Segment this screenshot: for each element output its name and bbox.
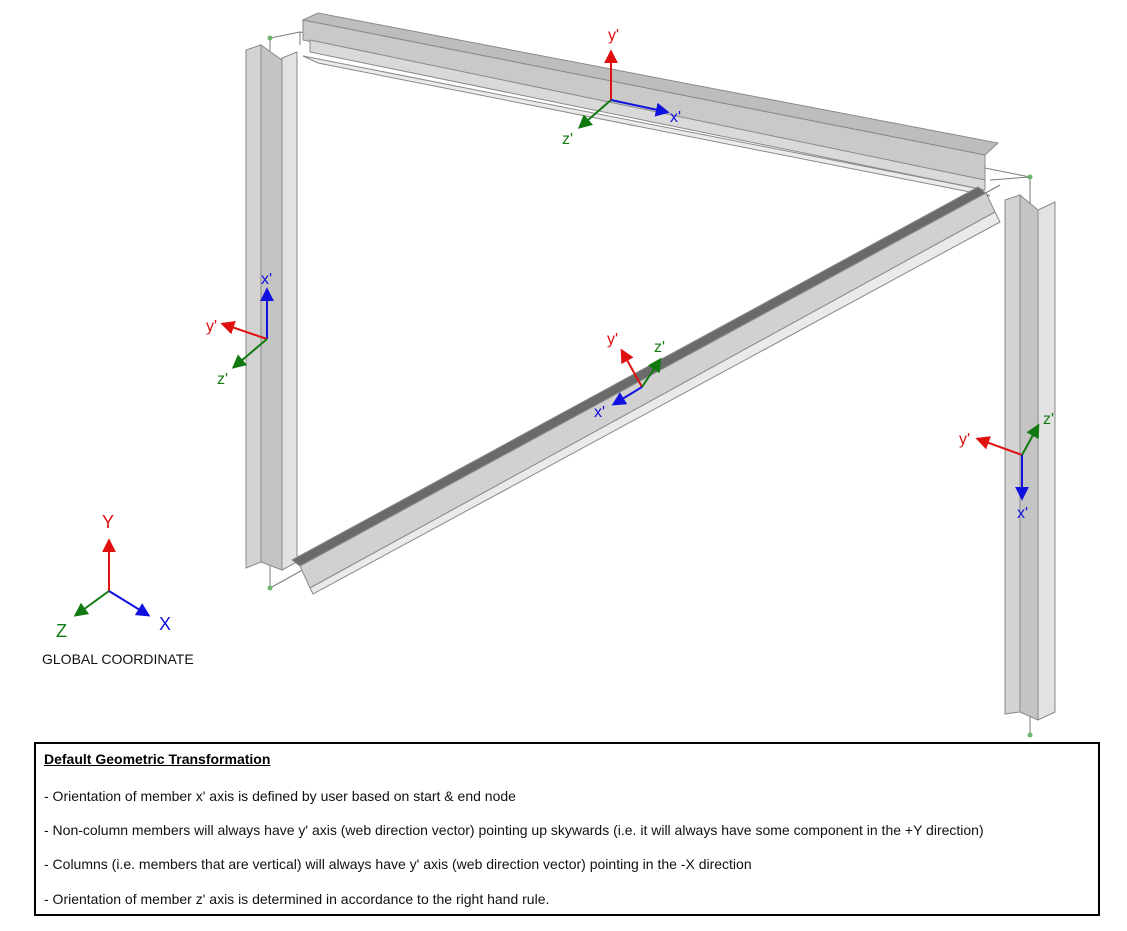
left-column — [245, 44, 298, 571]
left-column-z-label: z' — [217, 371, 228, 388]
transformation-notes-box: Default Geometric Transformation - Orien… — [34, 742, 1100, 916]
global-x-label: X — [159, 614, 171, 634]
diagonal-brace-y-label: y' — [607, 331, 618, 348]
top-beam-local-axes — [577, 49, 670, 129]
note-line-x-axis: - Orientation of member x' axis is defin… — [44, 788, 516, 804]
node-markers — [267, 35, 1033, 738]
structural-model-view: y' x' z' x' y' z' y' z' x' y' z' x' Y X … — [56, 12, 1056, 738]
top-beam — [301, 12, 1000, 197]
left-column-x-label: x' — [261, 271, 272, 288]
right-column — [1004, 193, 1056, 721]
note-line-z-axis: - Orientation of member z' axis is deter… — [44, 891, 550, 907]
top-beam-z-label: z' — [562, 131, 573, 148]
global-coordinate-caption: GLOBAL COORDINATE — [42, 651, 194, 667]
diagonal-brace-x-label: x' — [594, 404, 605, 421]
global-z-label: Z — [56, 621, 67, 641]
diagonal-brace-z-label: z' — [654, 339, 665, 356]
right-column-x-label: x' — [1017, 505, 1028, 522]
notes-title: Default Geometric Transformation — [44, 751, 271, 767]
top-beam-x-label: x' — [670, 109, 681, 126]
right-column-y-label: y' — [959, 431, 970, 448]
note-line-y-axis-non-column: - Non-column members will always have y'… — [44, 822, 984, 838]
note-line-y-axis-column: - Columns (i.e. members that are vertica… — [44, 856, 752, 872]
left-column-y-label: y' — [206, 318, 217, 335]
top-beam-y-label: y' — [608, 27, 619, 44]
diagonal-brace-local-axes — [611, 348, 662, 406]
right-column-local-axes — [975, 423, 1040, 501]
global-y-label: Y — [102, 512, 114, 532]
left-column-local-axes — [220, 287, 274, 369]
right-column-z-label: z' — [1043, 411, 1054, 428]
diagonal-brace — [291, 186, 1001, 595]
global-coordinate-axes — [73, 538, 151, 617]
